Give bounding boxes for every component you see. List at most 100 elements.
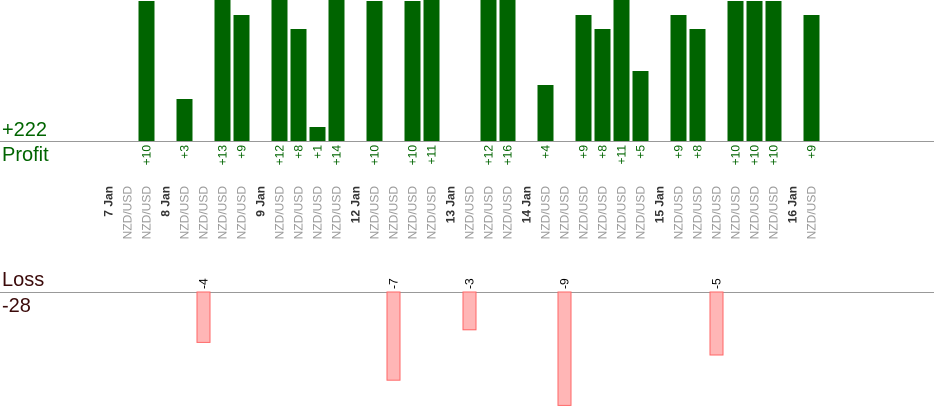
profit-bar [613, 0, 630, 141]
loss-value-label: -7 [387, 278, 401, 289]
loss-value-labels: -4 -7 -3 -9 -5 [197, 278, 724, 289]
pair-label: NZD/USD [672, 186, 686, 240]
profit-value-label: +4 [539, 145, 553, 159]
profit-bar [632, 71, 649, 141]
pair-label: NZD/USD [634, 186, 648, 240]
pair-label: NZD/USD [748, 186, 762, 240]
profit-value-label: +3 [178, 145, 192, 159]
profit-value-label: +16 [501, 145, 515, 166]
pair-label: NZD/USD [501, 186, 515, 240]
date-label: 13 Jan [444, 186, 458, 223]
profit-value-label: +11 [615, 145, 629, 165]
profit-bar [271, 0, 288, 141]
profit-value-label: +12 [273, 145, 287, 166]
loss-bars [196, 291, 724, 406]
profit-value-label: +5 [634, 145, 648, 159]
pair-label: NZD/USD [311, 186, 325, 240]
date-label: 16 Jan [786, 186, 800, 223]
loss-bar [709, 291, 724, 356]
pair-label: NZD/USD [767, 186, 781, 240]
pair-label: NZD/USD [368, 186, 382, 240]
loss-bar [386, 291, 401, 381]
profit-value-label: +8 [292, 145, 306, 159]
pair-label: NZD/USD [805, 186, 819, 240]
profit-value-labels: +10 +3 +13 +9 +12 +8 +1 +14 +10 +10 +11 +12 +16 +4 +9 +… [140, 145, 819, 166]
profit-bar [233, 15, 250, 141]
profit-bar [290, 29, 307, 141]
pair-label: NZD/USD [406, 186, 420, 240]
loss-bar [196, 291, 211, 343]
pair-label: NZD/USD [216, 186, 230, 240]
pair-label: NZD/USD [596, 186, 610, 240]
date-label: 8 Jan [159, 186, 173, 217]
pair-label: NZD/USD [140, 186, 154, 240]
category-labels: 7 Jan NZD/USD NZD/USD 8 Jan NZD/USD NZD/USD NZ… [102, 186, 819, 240]
pair-label: NZD/USD [577, 186, 591, 240]
profit-value-label: +10 [748, 145, 762, 166]
profit-value-label: +10 [729, 145, 743, 166]
profit-bar [404, 1, 421, 141]
profit-bar [328, 0, 345, 141]
profit-label: Profit [2, 144, 49, 166]
profit-bar [176, 99, 193, 141]
loss-bar [462, 291, 477, 331]
profit-bar [594, 29, 611, 141]
loss-bar [557, 291, 572, 406]
profit-bar [423, 0, 440, 141]
profit-bar [214, 0, 231, 141]
profit-bar [727, 1, 744, 141]
loss-label: Loss [2, 269, 45, 291]
profit-value-label: +11 [425, 145, 439, 165]
profit-bar [499, 0, 516, 141]
date-label: 12 Jan [349, 186, 363, 223]
date-label: 14 Jan [520, 186, 534, 223]
pair-label: NZD/USD [482, 186, 496, 240]
profit-bar [575, 15, 592, 141]
profit-value-label: +9 [672, 145, 686, 159]
pair-label: NZD/USD [273, 186, 287, 240]
date-label: 15 Jan [653, 186, 667, 223]
profit-bar [670, 15, 687, 141]
pair-label: NZD/USD [463, 186, 477, 240]
pair-label: NZD/USD [615, 186, 629, 240]
pair-label: NZD/USD [710, 186, 724, 240]
loss-value-label: -4 [197, 278, 211, 289]
profit-value-label: +1 [311, 145, 325, 159]
pair-label: NZD/USD [330, 186, 344, 240]
profit-value-label: +10 [368, 145, 382, 166]
pair-label: NZD/USD [558, 186, 572, 240]
pair-label: NZD/USD [387, 186, 401, 240]
profit-bar [765, 1, 782, 141]
date-label: 9 Jan [254, 186, 268, 217]
pair-label: NZD/USD [178, 186, 192, 240]
loss-value-label: -9 [558, 278, 572, 289]
profit-value-label: +13 [216, 145, 230, 166]
profit-bar [689, 29, 706, 141]
profit-bar [746, 1, 763, 141]
loss-value-label: -3 [463, 278, 477, 289]
loss-total: -28 [2, 295, 31, 317]
pair-label: NZD/USD [292, 186, 306, 240]
pair-label: NZD/USD [691, 186, 705, 240]
profit-value-label: +8 [691, 145, 705, 159]
pair-label: NZD/USD [425, 186, 439, 240]
profit-value-label: +9 [235, 145, 249, 159]
profit-bar [803, 15, 820, 141]
profit-bar [537, 85, 554, 141]
pair-label: NZD/USD [539, 186, 553, 240]
profit-value-label: +10 [406, 145, 420, 166]
profit-bar [309, 127, 326, 141]
profit-value-label: +10 [140, 145, 154, 166]
profit-bars [138, 0, 820, 141]
profit-value-label: +14 [330, 145, 344, 166]
profit-value-label: +8 [596, 145, 610, 159]
profit-bar [480, 0, 497, 141]
pair-label: NZD/USD [235, 186, 249, 240]
profit-value-label: +9 [805, 145, 819, 159]
pair-label: NZD/USD [729, 186, 743, 240]
profit-value-label: +9 [577, 145, 591, 159]
pair-label: NZD/USD [197, 186, 211, 240]
profit-bar [138, 1, 155, 141]
profit-total: +222 [2, 119, 48, 141]
